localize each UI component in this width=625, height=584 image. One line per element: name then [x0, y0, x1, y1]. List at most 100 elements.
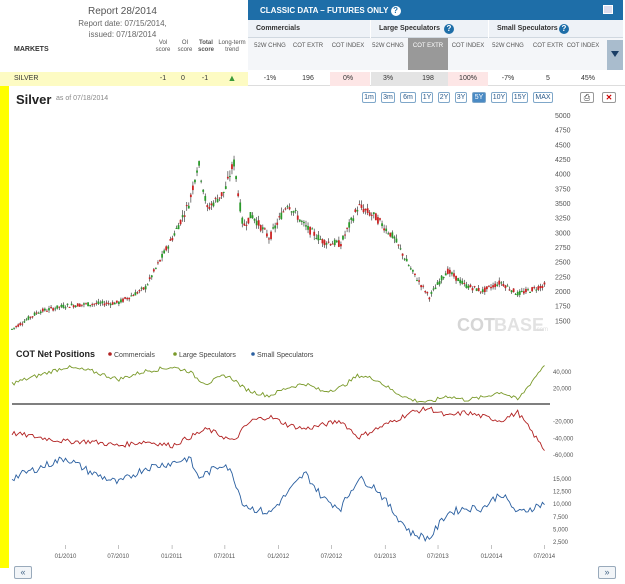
x-tick-label: 07/2011: [214, 554, 236, 560]
candle: [89, 304, 92, 306]
candle: [537, 286, 540, 290]
candle: [543, 282, 546, 285]
candle: [13, 327, 15, 329]
candle: [518, 291, 521, 295]
candle: [171, 237, 174, 241]
report-title: Report 28/2014: [88, 6, 157, 17]
print-chart-button[interactable]: ⎙: [580, 92, 594, 103]
candle: [510, 290, 513, 293]
candle: [196, 170, 198, 173]
next-button[interactable]: »: [598, 566, 616, 579]
candle: [165, 246, 168, 251]
x-tick-label: 07/2010: [107, 554, 129, 560]
candle: [181, 215, 184, 218]
com-extr-header[interactable]: COT EXTR: [292, 43, 324, 49]
candle: [152, 269, 155, 272]
candle: [17, 324, 20, 327]
candle: [535, 289, 538, 291]
ss-chng-header[interactable]: 52W CHNG: [492, 43, 524, 49]
candle: [107, 303, 110, 305]
ss-extr: 5: [546, 75, 550, 82]
candle: [62, 304, 65, 308]
candle: [206, 205, 209, 208]
candle: [523, 291, 525, 294]
print-icon[interactable]: [603, 5, 613, 14]
candle: [148, 277, 151, 280]
candle: [516, 291, 519, 296]
legend-marker: [251, 352, 255, 356]
candle: [385, 228, 388, 232]
candle: [91, 304, 94, 306]
candle: [212, 202, 215, 207]
candle: [370, 214, 373, 216]
prev-button[interactable]: «: [14, 566, 32, 579]
range-button-6m[interactable]: 6m: [400, 92, 416, 103]
range-button-15y[interactable]: 15Y: [512, 92, 528, 103]
candle: [122, 298, 124, 302]
candle: [395, 238, 398, 243]
candle: [64, 307, 67, 309]
ls-index-header[interactable]: COT INDEX: [451, 43, 485, 49]
range-button-2y[interactable]: 2Y: [438, 92, 450, 103]
candle: [214, 197, 217, 199]
candle: [140, 287, 143, 289]
com-chng-header[interactable]: 52W CHNG: [254, 43, 286, 49]
candle: [465, 284, 468, 288]
candle: [424, 291, 427, 293]
range-button-3m[interactable]: 3m: [381, 92, 395, 103]
range-button-1y[interactable]: 1Y: [421, 92, 433, 103]
legend-label: Commercials: [114, 352, 155, 359]
help-icon[interactable]: ?: [559, 24, 569, 34]
candle: [41, 308, 44, 312]
candle: [321, 239, 324, 244]
candle: [161, 253, 163, 258]
com-index-header[interactable]: COT INDEX: [331, 43, 365, 49]
candle: [506, 285, 509, 287]
y-tick-label: 2,500: [553, 540, 569, 546]
candle: [529, 291, 531, 293]
candle: [354, 209, 357, 212]
close-button[interactable]: ✕: [602, 92, 616, 103]
vol-score-header: Vol score: [155, 40, 171, 53]
ls-chng-header[interactable]: 52W CHNG: [372, 43, 404, 49]
ls-extr-header-selected[interactable]: COT EXTR: [408, 38, 448, 70]
range-button-10y[interactable]: 10Y: [491, 92, 507, 103]
candle: [54, 308, 57, 310]
dropdown-toggle[interactable]: [607, 40, 623, 70]
total-score: -1: [201, 75, 209, 82]
chart-title: Silver: [16, 92, 52, 107]
market-name[interactable]: SILVER: [14, 75, 39, 82]
candle: [146, 284, 149, 286]
ss-extr-header[interactable]: COT EXTR: [532, 43, 564, 49]
candle: [374, 213, 377, 221]
candle: [288, 207, 291, 210]
range-button-max[interactable]: MAX: [533, 92, 553, 103]
range-button-5y[interactable]: 5Y: [472, 92, 486, 103]
candle: [113, 302, 116, 305]
y-tick-label: 4750: [555, 128, 571, 135]
candle: [74, 305, 77, 308]
candle: [442, 277, 445, 279]
candle: [455, 275, 457, 281]
y-tick-label: -20,000: [553, 420, 574, 426]
range-button-3y[interactable]: 3Y: [455, 92, 467, 103]
candle: [346, 227, 349, 229]
candle: [508, 289, 511, 291]
ss-index-header[interactable]: COT INDEX: [566, 43, 600, 49]
range-button-1m[interactable]: 1m: [362, 92, 376, 103]
report-info: Report 28/2014 Report date: 07/15/2014, …: [0, 0, 245, 72]
candle: [446, 268, 449, 274]
sub-header-row: 52W CHNG COT EXTR COT INDEX 52W CHNG COT…: [248, 38, 623, 70]
candle: [327, 241, 330, 243]
candle: [56, 305, 59, 309]
candle: [533, 287, 536, 289]
table-row[interactable]: SILVER -1 0 -1 ▲ -1% 196 0% 3% 198 100% …: [0, 72, 625, 86]
candle: [481, 289, 484, 293]
help-icon[interactable]: ?: [444, 24, 454, 34]
help-icon[interactable]: ?: [390, 6, 401, 16]
candle: [33, 312, 36, 316]
candle: [237, 193, 240, 197]
candle: [134, 292, 137, 296]
candle: [397, 244, 400, 246]
